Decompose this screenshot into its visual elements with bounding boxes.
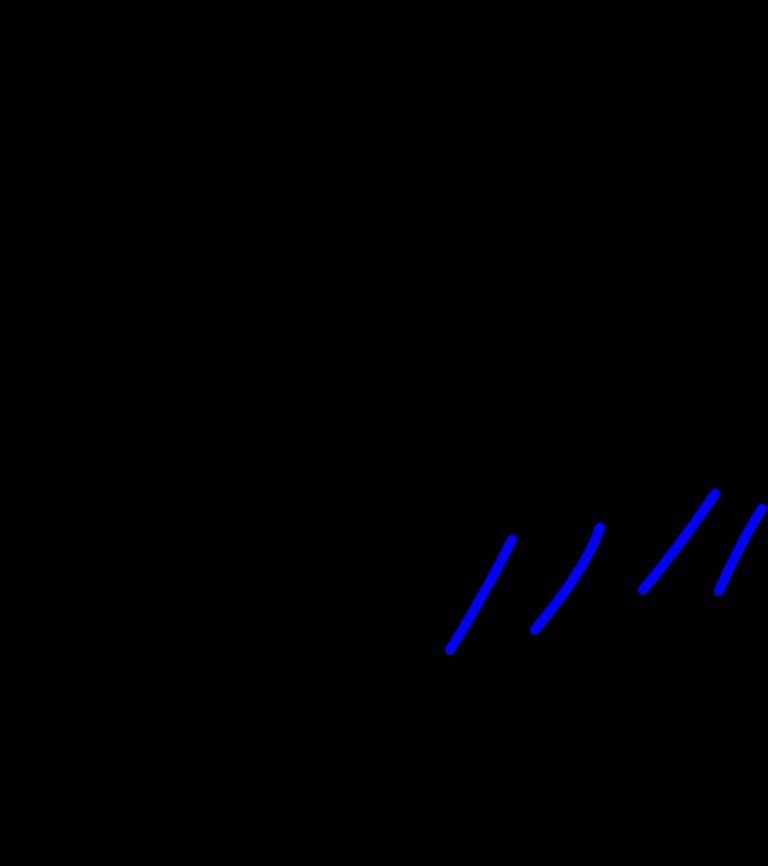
pen-stroke-1	[445, 535, 517, 655]
pen-strokes	[445, 489, 767, 655]
pen-stroke-4	[714, 504, 767, 596]
pen-stroke-3	[638, 489, 720, 595]
pen-stroke-2	[530, 523, 605, 635]
